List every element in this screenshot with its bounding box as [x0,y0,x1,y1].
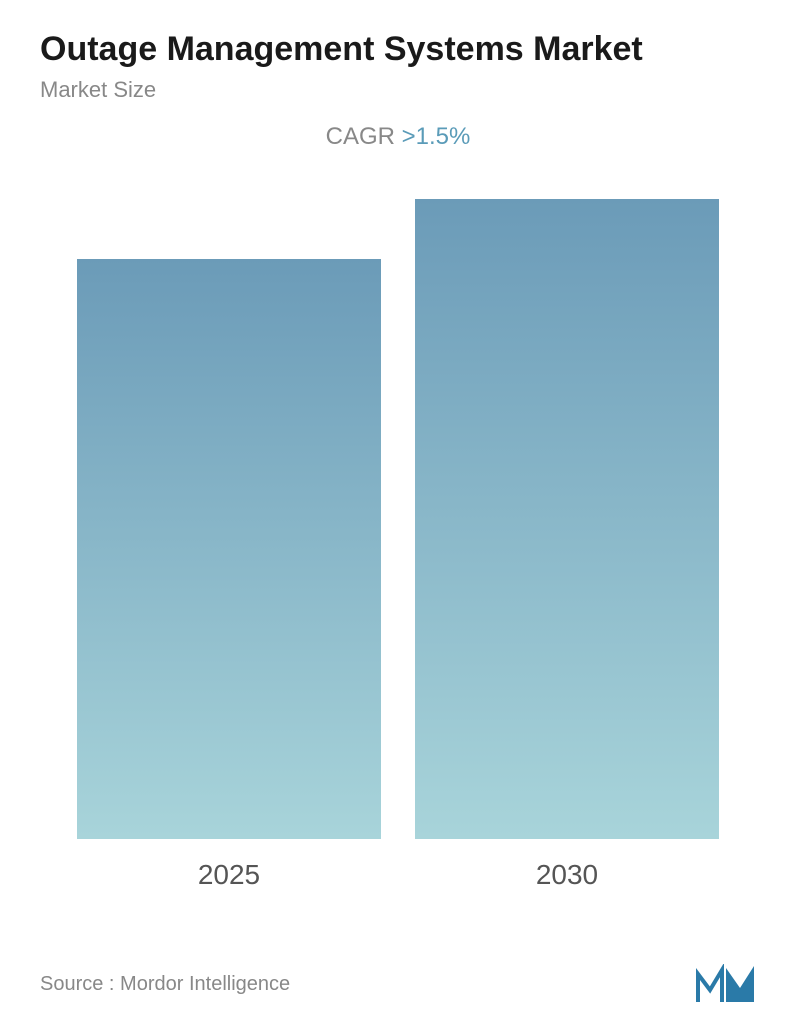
bar-label-2025: 2025 [198,859,260,891]
bar-label-2030: 2030 [536,859,598,891]
source-label: Source : [40,973,120,995]
chart-footer: Source : Mordor Intelligence [40,964,756,1004]
cagr-row: CAGR >1.5% [40,123,756,151]
bar-2030 [415,199,719,839]
cagr-label: CAGR [326,123,402,150]
mordor-logo-icon [696,964,756,1004]
chart-title: Outage Management Systems Market [40,30,756,69]
bar-group-2025: 2025 [77,259,381,891]
source-value: Mordor Intelligence [120,973,290,995]
chart-subtitle: Market Size [40,77,756,103]
bar-2025 [77,259,381,839]
source-text: Source : Mordor Intelligence [40,973,290,996]
cagr-value: 1.5% [416,123,471,150]
bar-group-2030: 2030 [415,199,719,891]
bar-chart: 2025 2030 [40,191,756,891]
cagr-operator: > [402,123,416,150]
